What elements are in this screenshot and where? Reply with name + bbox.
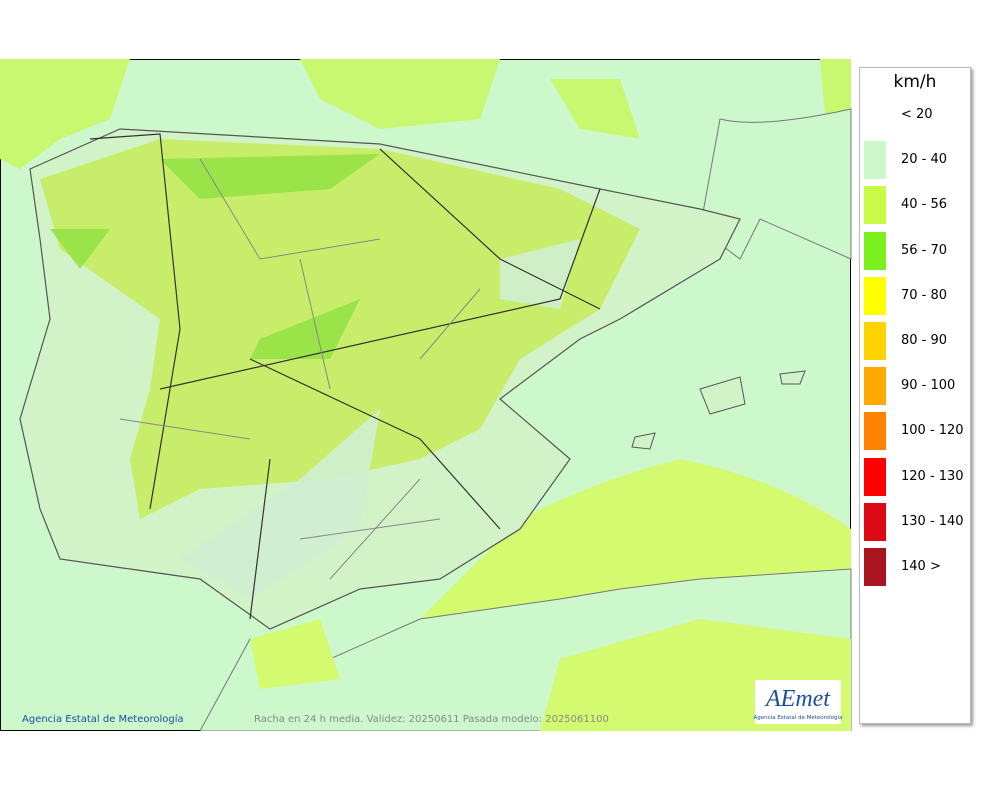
legend-label: 90 - 100	[901, 378, 956, 394]
legend-swatch	[864, 141, 886, 180]
legend-swatch	[864, 548, 886, 586]
legend-label: 40 - 56	[901, 197, 948, 213]
legend-item: 56 - 70	[864, 231, 969, 270]
logo-subtitle: Agencia Estatal de Meteorología	[754, 714, 843, 721]
legend-swatch	[864, 186, 886, 225]
legend-swatch	[864, 231, 886, 270]
legend-item: 80 - 90	[864, 322, 969, 360]
legend-label: 20 - 40	[901, 152, 948, 168]
legend-label: 140 >	[901, 559, 941, 574]
legend-swatch	[864, 322, 886, 360]
legend-swatch	[864, 412, 886, 451]
legend-item: 70 - 80	[864, 276, 969, 315]
legend-swatch	[864, 367, 886, 406]
legend-swatch	[864, 457, 886, 496]
legend-item: 120 - 130	[864, 457, 969, 496]
map: Agencia Estatal de Meteorología Racha en…	[0, 59, 852, 731]
legend-item: < 20	[864, 96, 969, 134]
legend-swatch	[864, 502, 886, 541]
legend-item: 90 - 100	[864, 367, 969, 406]
legend-label: 130 - 140	[901, 513, 964, 529]
legend-item: 40 - 56	[864, 186, 969, 225]
legend-label: 70 - 80	[901, 287, 948, 303]
legend-label: < 20	[901, 107, 933, 122]
legend-item: 20 - 40	[864, 141, 969, 180]
logo-name: AEmet	[764, 686, 831, 712]
legend-label: 120 - 130	[901, 468, 964, 484]
legend: km/h < 20 20 - 40 40 - 56 56 - 70 70 - 80 80 …	[859, 67, 971, 724]
legend-label: 80 - 90	[901, 333, 948, 348]
legend-item: 100 - 120	[864, 412, 969, 451]
legend-title: km/h	[893, 72, 937, 92]
caption: Racha en 24 h media. Validez: 20250611 P…	[254, 714, 609, 725]
legend-label: 56 - 70	[901, 242, 948, 258]
legend-item: 140 >	[864, 548, 969, 586]
aemet-logo: AEmet Agencia Estatal de Meteorología	[754, 680, 843, 724]
credit: Agencia Estatal de Meteorología	[22, 713, 184, 725]
legend-swatch	[864, 276, 886, 315]
legend-label: 100 - 120	[901, 423, 964, 439]
legend-item: 130 - 140	[864, 502, 969, 541]
